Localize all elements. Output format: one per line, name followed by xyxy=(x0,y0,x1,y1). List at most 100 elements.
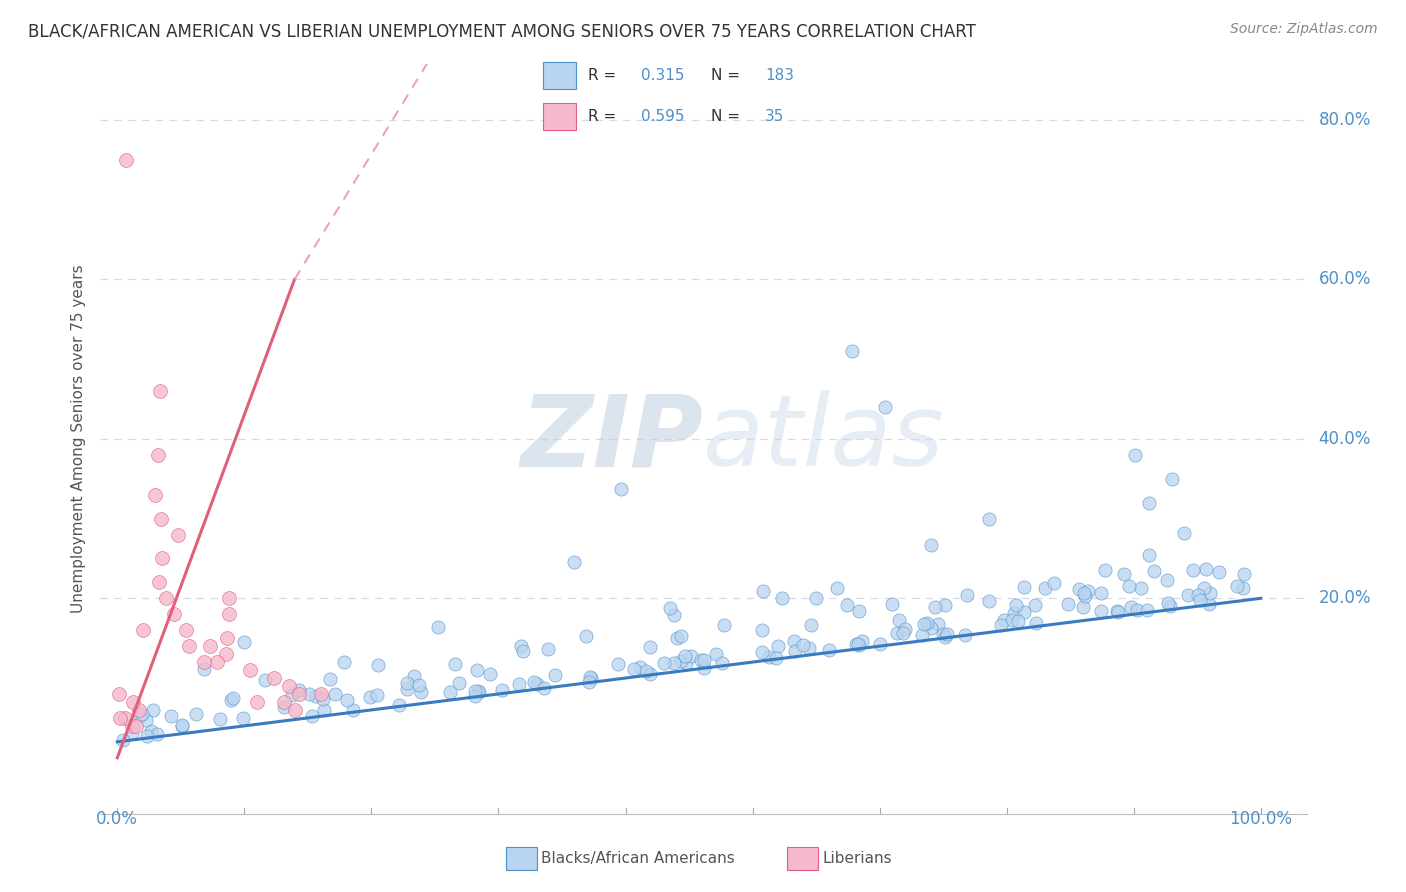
Point xyxy=(443,657,465,671)
Point xyxy=(143,488,166,502)
Point xyxy=(149,384,172,398)
Text: 20.0%: 20.0% xyxy=(1319,590,1371,607)
Point xyxy=(1090,586,1112,600)
Point xyxy=(336,693,359,707)
Point xyxy=(1233,567,1256,582)
Point xyxy=(1024,598,1046,612)
Point xyxy=(209,712,232,726)
Text: Source: ZipAtlas.com: Source: ZipAtlas.com xyxy=(1230,22,1378,37)
Point xyxy=(367,657,389,672)
Point xyxy=(993,613,1015,627)
Point xyxy=(751,645,773,659)
Point xyxy=(669,629,692,643)
Point xyxy=(404,669,426,683)
Point xyxy=(217,631,239,645)
Point xyxy=(467,684,489,698)
Point xyxy=(366,688,388,702)
Point xyxy=(1107,604,1129,618)
Text: 40.0%: 40.0% xyxy=(1319,430,1371,448)
Point xyxy=(1177,588,1199,602)
Point xyxy=(766,639,789,653)
Point xyxy=(1126,603,1149,617)
Point xyxy=(1073,586,1095,600)
Point xyxy=(664,656,686,670)
Point xyxy=(342,703,364,717)
Point xyxy=(1025,616,1047,631)
Point xyxy=(129,708,152,723)
Point xyxy=(1012,580,1035,594)
Point xyxy=(1042,576,1064,591)
Point xyxy=(1118,579,1140,593)
Point xyxy=(177,639,200,653)
Point xyxy=(1188,592,1211,607)
Text: BLACK/AFRICAN AMERICAN VS LIBERIAN UNEMPLOYMENT AMONG SENIORS OVER 75 YEARS CORR: BLACK/AFRICAN AMERICAN VS LIBERIAN UNEMP… xyxy=(28,22,976,40)
Point xyxy=(253,673,276,687)
Point xyxy=(932,627,955,641)
Point xyxy=(758,650,780,665)
Point xyxy=(537,642,560,657)
Point xyxy=(1161,472,1184,486)
Point xyxy=(174,623,197,637)
Point xyxy=(115,153,138,167)
Point xyxy=(218,591,240,606)
Point xyxy=(396,682,419,697)
Point xyxy=(1156,573,1178,587)
Point xyxy=(131,623,153,637)
Point xyxy=(170,719,193,733)
Point xyxy=(953,628,976,642)
Point xyxy=(1001,613,1024,627)
Text: R =: R = xyxy=(588,109,621,124)
Point xyxy=(977,594,1000,608)
Point xyxy=(150,551,173,566)
Point xyxy=(1005,599,1028,613)
Point xyxy=(1002,606,1025,620)
Point xyxy=(464,684,486,698)
Point xyxy=(136,729,159,743)
Point xyxy=(848,638,870,652)
Point xyxy=(298,687,321,701)
Point xyxy=(359,690,381,704)
Point xyxy=(465,664,488,678)
Point xyxy=(544,668,567,682)
Point xyxy=(273,700,295,714)
Point xyxy=(934,598,956,612)
Point xyxy=(323,686,346,700)
Point xyxy=(652,656,675,670)
Point xyxy=(309,687,332,701)
Bar xyxy=(543,103,576,130)
Point xyxy=(690,652,713,666)
Point xyxy=(205,655,228,669)
Point xyxy=(148,575,170,590)
Point xyxy=(935,627,957,641)
Point xyxy=(1187,588,1209,602)
Point xyxy=(512,644,534,658)
Point xyxy=(215,647,238,661)
Point xyxy=(675,656,697,670)
Point xyxy=(288,687,311,701)
Point xyxy=(578,674,600,689)
Point xyxy=(1195,561,1218,575)
Point xyxy=(1181,562,1204,576)
Point xyxy=(799,641,821,656)
Point xyxy=(508,677,530,691)
Point xyxy=(125,719,148,733)
Point xyxy=(1198,585,1220,599)
Point xyxy=(155,591,177,606)
Point xyxy=(278,679,301,693)
Point xyxy=(693,653,716,667)
Point xyxy=(1208,565,1230,579)
Y-axis label: Unemployment Among Seniors over 75 years: Unemployment Among Seniors over 75 years xyxy=(72,265,86,613)
Point xyxy=(222,691,245,706)
Point xyxy=(1107,606,1129,620)
Point xyxy=(783,633,806,648)
Text: 100.0%: 100.0% xyxy=(1229,810,1292,828)
Point xyxy=(1123,448,1146,462)
Point xyxy=(607,657,630,671)
Point xyxy=(122,695,145,709)
Point xyxy=(128,703,150,717)
Text: 60.0%: 60.0% xyxy=(1319,270,1371,288)
Point xyxy=(1159,599,1181,613)
Point xyxy=(301,709,323,723)
Point xyxy=(150,511,173,525)
Point xyxy=(848,604,870,618)
